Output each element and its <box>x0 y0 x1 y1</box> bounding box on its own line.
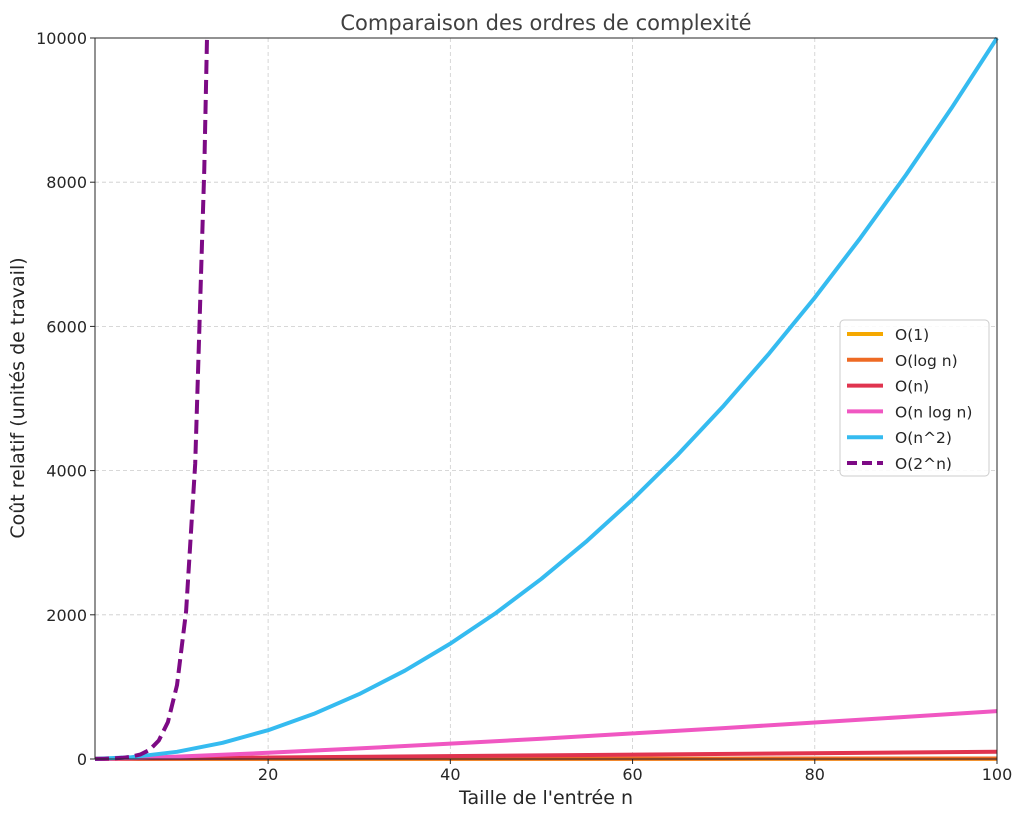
x-axis-label: Taille de l'entrée n <box>458 787 633 809</box>
x-tick-label: 100 <box>982 765 1013 784</box>
plot-frame <box>94 37 998 760</box>
x-tick-label: 20 <box>258 765 278 784</box>
y-axis-label: Coût relatif (unités de travail) <box>7 257 29 538</box>
y-tick-label: 6000 <box>46 317 87 336</box>
axes: 20 40 60 80 100 0 2000 4000 6000 8000 10000 <box>36 29 1012 784</box>
series-line-4 <box>94 36 999 761</box>
legend-label-5: O(2^n) <box>895 455 952 473</box>
x-tick-label: 80 <box>805 765 825 784</box>
x-tick-label: 60 <box>622 765 642 784</box>
chart-title: Comparaison des ordres de complexité <box>340 11 751 35</box>
legend-label-3: O(n log n) <box>895 403 972 421</box>
y-tick-label: 10000 <box>36 29 87 48</box>
legend-label-0: O(1) <box>895 326 929 344</box>
y-tick-label: 4000 <box>46 462 87 481</box>
legend: O(1) O(log n) O(n) O(n log n) O(n^2) O(2^n) <box>839 319 990 477</box>
x-tick-label: 40 <box>440 765 460 784</box>
y-tick-label: 0 <box>77 750 87 769</box>
series-line-2 <box>94 749 998 761</box>
legend-label-1: O(log n) <box>895 352 958 370</box>
legend-label-2: O(n) <box>895 378 929 396</box>
y-tick-label: 2000 <box>46 606 87 625</box>
y-tick-label: 8000 <box>46 173 87 192</box>
series-line-5 <box>94 37 209 761</box>
legend-label-4: O(n^2) <box>895 429 952 447</box>
